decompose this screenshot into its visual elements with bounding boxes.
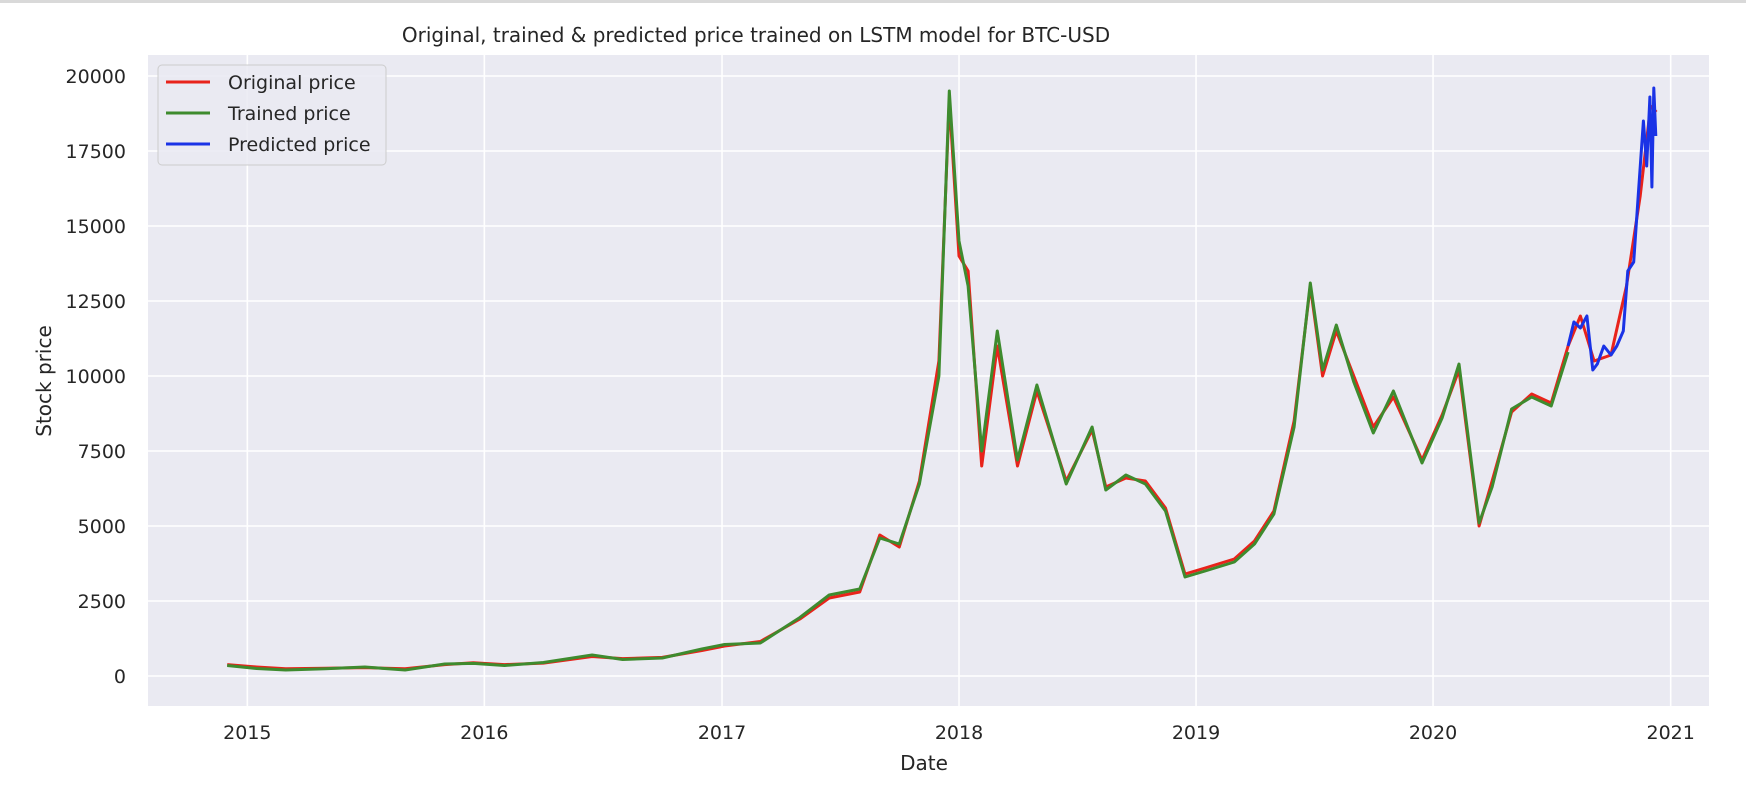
x-tick-label: 2015 — [223, 722, 271, 744]
x-tick-label: 2019 — [1172, 722, 1220, 744]
top-border — [0, 0, 1746, 3]
chart-title: Original, trained & predicted price trai… — [402, 23, 1110, 47]
series-layer — [227, 86, 1658, 672]
y-tick-label: 5000 — [78, 516, 126, 538]
series-line-trained — [227, 89, 1570, 672]
y-tick-label: 7500 — [78, 441, 126, 463]
x-tick-label: 2016 — [460, 722, 508, 744]
y-tick-label: 0 — [114, 666, 126, 688]
legend-label-original: Original price — [228, 72, 356, 94]
y-tick-label: 15000 — [66, 216, 126, 238]
x-axis-label: Date — [900, 751, 948, 775]
legend-label-trained: Trained price — [227, 103, 351, 125]
y-ticks: 0 2500 5000 7500 10000 12500 15000 17500 20000 — [66, 66, 126, 688]
series-line-predicted — [1566, 86, 1658, 372]
y-tick-label: 2500 — [78, 591, 126, 613]
y-tick-label: 10000 — [66, 366, 126, 388]
legend-box — [157, 64, 387, 166]
x-ticks: 2015 2016 2017 2018 2019 2020 2021 — [223, 722, 1695, 744]
y-axis-label: Stock price — [32, 325, 56, 436]
plot-area — [148, 55, 1709, 706]
y-tick-label: 20000 — [66, 66, 126, 88]
x-tick-label: 2017 — [698, 722, 746, 744]
y-tick-label: 17500 — [66, 141, 126, 163]
y-tick-label: 12500 — [66, 291, 126, 313]
legend: Original price Trained price Predicted p… — [157, 64, 387, 166]
legend-label-predicted: Predicted price — [228, 134, 371, 156]
x-tick-label: 2020 — [1409, 722, 1457, 744]
x-tick-label: 2018 — [935, 722, 983, 744]
x-tick-label: 2021 — [1647, 722, 1695, 744]
